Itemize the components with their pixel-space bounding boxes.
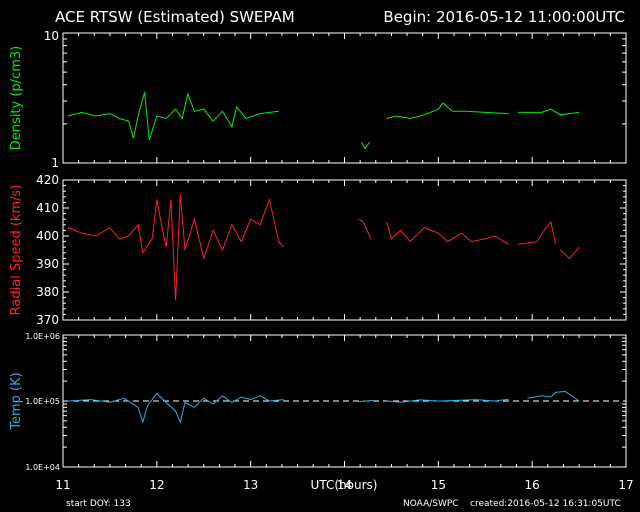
temp-axis-title: Temp (K): [9, 372, 24, 430]
chart-title-right: Begin: 2016-05-12 11:00:00UTC: [383, 8, 625, 26]
density-axis-title: Density (p/cm3): [9, 46, 24, 150]
speed-tick-label: 400: [36, 229, 59, 243]
speed-panel-frame: [62, 179, 627, 321]
x-tick-labels: 11 12 13 14 15 16 17: [55, 478, 633, 492]
series-line: [527, 390, 580, 402]
x-tick-label: 12: [149, 478, 164, 492]
series-line: [360, 141, 371, 150]
density-panel-frame: [62, 32, 627, 164]
speed-tick-label: 420: [36, 173, 59, 187]
density-tick-label: 10: [44, 29, 59, 43]
footer-start-doy: start DOY: 133: [66, 499, 131, 509]
series-line: [518, 108, 580, 116]
footer-source: NOAA/SWPC: [403, 499, 459, 509]
series-line: [518, 220, 557, 245]
series-line: [386, 398, 509, 403]
series-line: [358, 218, 372, 240]
temp-tick-label: 1.0E+06: [25, 332, 60, 341]
series-line: [559, 246, 580, 260]
axis-ticks: [62, 33, 627, 467]
x-tick-label: 16: [525, 478, 540, 492]
x-tick-label: 11: [55, 478, 70, 492]
data-series: [63, 92, 626, 424]
density-tick-label: 1: [51, 156, 59, 170]
series-line: [386, 221, 509, 245]
speed-tick-label: 410: [36, 201, 59, 215]
speed-tick-label: 380: [36, 285, 59, 299]
temp-tick-label: 1.0E+05: [25, 397, 60, 406]
speed-tick-label: 390: [36, 257, 59, 271]
temp-tick-label: 1.0E+04: [25, 463, 60, 472]
x-tick-label: 13: [243, 478, 258, 492]
speed-y-ticks: 370 380 390 400 410 420: [36, 173, 59, 327]
speed-tick-label: 370: [36, 313, 59, 327]
x-tick-label: 14: [337, 478, 352, 492]
series-line: [386, 102, 509, 120]
series-line: [67, 193, 284, 301]
series-line: [67, 92, 279, 141]
series-line: [67, 392, 284, 424]
speed-axis-title: Radial Speed (km/s): [9, 185, 24, 316]
x-axis-title: UTC(hours): [311, 478, 378, 492]
x-tick-label: 17: [618, 478, 633, 492]
series-line: [358, 399, 373, 403]
footer-created: created:2016-05-12 16:31:05UTC: [470, 499, 621, 509]
x-tick-label: 15: [431, 478, 446, 492]
chart-title-left: ACE RTSW (Estimated) SWEPAM: [55, 8, 295, 26]
